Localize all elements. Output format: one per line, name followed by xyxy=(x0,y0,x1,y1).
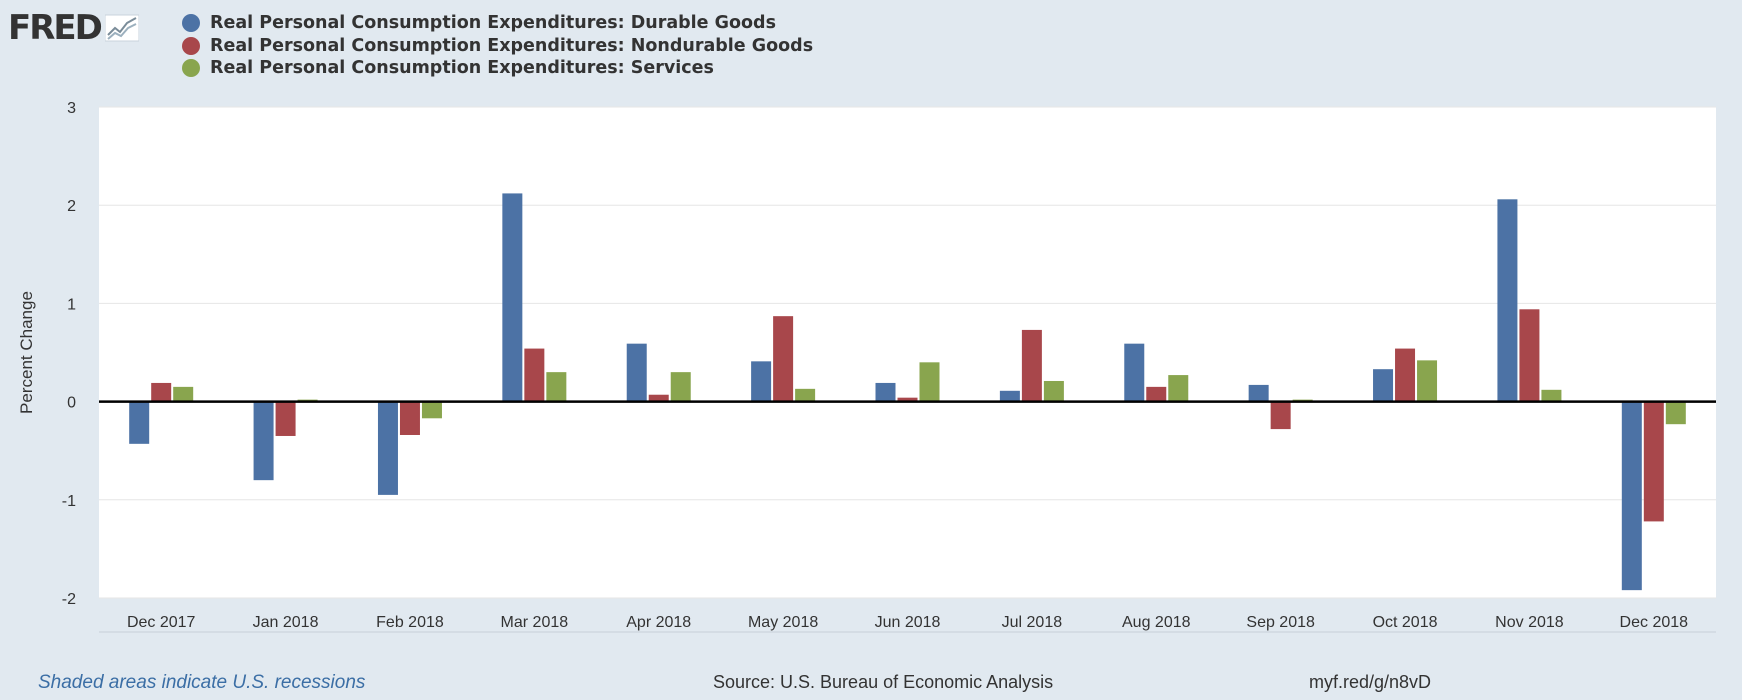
x-tick-label: Dec 2017 xyxy=(127,614,196,631)
legend-item-durable[interactable]: Real Personal Consumption Expenditures: … xyxy=(182,12,813,35)
legend-marker-services xyxy=(182,59,200,78)
x-tick-label: Dec 2018 xyxy=(1620,614,1689,631)
x-tick-label: May 2018 xyxy=(748,614,818,631)
bar-nondurable xyxy=(275,401,296,436)
bar-services xyxy=(1665,401,1686,425)
bar-nondurable xyxy=(1643,401,1664,522)
bar-nondurable xyxy=(1519,309,1540,402)
short-url[interactable]: myf.red/g/n8vD xyxy=(1309,672,1432,692)
bar-services xyxy=(1043,380,1064,402)
bar-durable xyxy=(502,193,523,402)
bar-durable xyxy=(875,382,896,402)
bar-durable xyxy=(1621,401,1642,591)
y-tick-label: 1 xyxy=(67,296,76,313)
bar-nondurable xyxy=(648,394,669,402)
bar-nondurable xyxy=(1021,329,1042,402)
source-text: Source: U.S. Bureau of Economic Analysis xyxy=(713,672,1054,692)
bar-nondurable xyxy=(151,382,172,402)
bar-durable xyxy=(999,390,1020,402)
bar-services xyxy=(1417,360,1438,402)
legend-marker-durable xyxy=(182,14,200,33)
y-tick-label: -2 xyxy=(62,591,76,608)
legend-label-nondurable: Real Personal Consumption Expenditures: … xyxy=(210,35,814,56)
bar-services xyxy=(421,401,442,419)
line-graph-icon xyxy=(104,14,139,42)
x-tick-label: Oct 2018 xyxy=(1373,614,1438,631)
bar-durable xyxy=(1124,343,1145,402)
y-tick-label: 3 xyxy=(67,100,76,117)
legend-item-nondurable[interactable]: Real Personal Consumption Expenditures: … xyxy=(182,35,813,58)
bar-services xyxy=(795,388,816,402)
x-tick-label: Nov 2018 xyxy=(1495,614,1564,631)
recession-note-link[interactable]: Shaded areas indicate U.S. recessions xyxy=(38,672,366,693)
bar-durable xyxy=(1497,199,1518,402)
bar-services xyxy=(919,362,940,402)
bar-nondurable xyxy=(897,397,918,402)
bar-durable xyxy=(1248,384,1269,402)
legend-item-services[interactable]: Real Personal Consumption Expenditures: … xyxy=(182,57,813,80)
bar-services xyxy=(546,372,567,402)
bar-nondurable xyxy=(1395,348,1416,402)
x-tick-label: Feb 2018 xyxy=(376,614,444,631)
bar-durable xyxy=(626,343,647,402)
legend-marker-nondurable xyxy=(182,36,200,55)
bar-services xyxy=(173,386,194,402)
bar-durable xyxy=(129,401,150,444)
x-tick-label: Jun 2018 xyxy=(875,614,941,631)
chart-legend: Real Personal Consumption Expenditures: … xyxy=(182,12,813,80)
bar-durable xyxy=(253,401,274,481)
legend-label-durable: Real Personal Consumption Expenditures: … xyxy=(210,13,776,34)
y-axis-label: Percent Change xyxy=(17,291,36,414)
bar-durable xyxy=(751,361,772,402)
plot-area xyxy=(99,107,1716,598)
x-tick-label: Jan 2018 xyxy=(253,614,319,631)
bar-services xyxy=(1168,375,1189,402)
logo-text: FRED xyxy=(8,8,103,48)
bar-nondurable xyxy=(399,401,420,435)
x-tick-label: Aug 2018 xyxy=(1122,614,1191,631)
y-tick-label: 0 xyxy=(67,395,76,412)
bar-nondurable xyxy=(1270,401,1291,430)
bar-services xyxy=(1541,389,1562,402)
bar-nondurable xyxy=(1146,386,1167,402)
bar-durable xyxy=(377,401,398,495)
y-tick-label: 2 xyxy=(67,198,76,215)
x-tick-label: Jul 2018 xyxy=(1002,614,1063,631)
bar-services xyxy=(670,372,691,402)
bar-nondurable xyxy=(524,348,545,402)
y-tick-label: -1 xyxy=(62,493,76,510)
x-tick-label: Mar 2018 xyxy=(501,614,569,631)
bar-durable xyxy=(1373,369,1394,402)
fred-logo[interactable]: FRED xyxy=(8,6,139,50)
legend-label-services: Real Personal Consumption Expenditures: … xyxy=(210,58,714,79)
x-tick-label: Apr 2018 xyxy=(626,614,691,631)
bar-nondurable xyxy=(773,316,794,402)
x-tick-label: Sep 2018 xyxy=(1246,614,1315,631)
